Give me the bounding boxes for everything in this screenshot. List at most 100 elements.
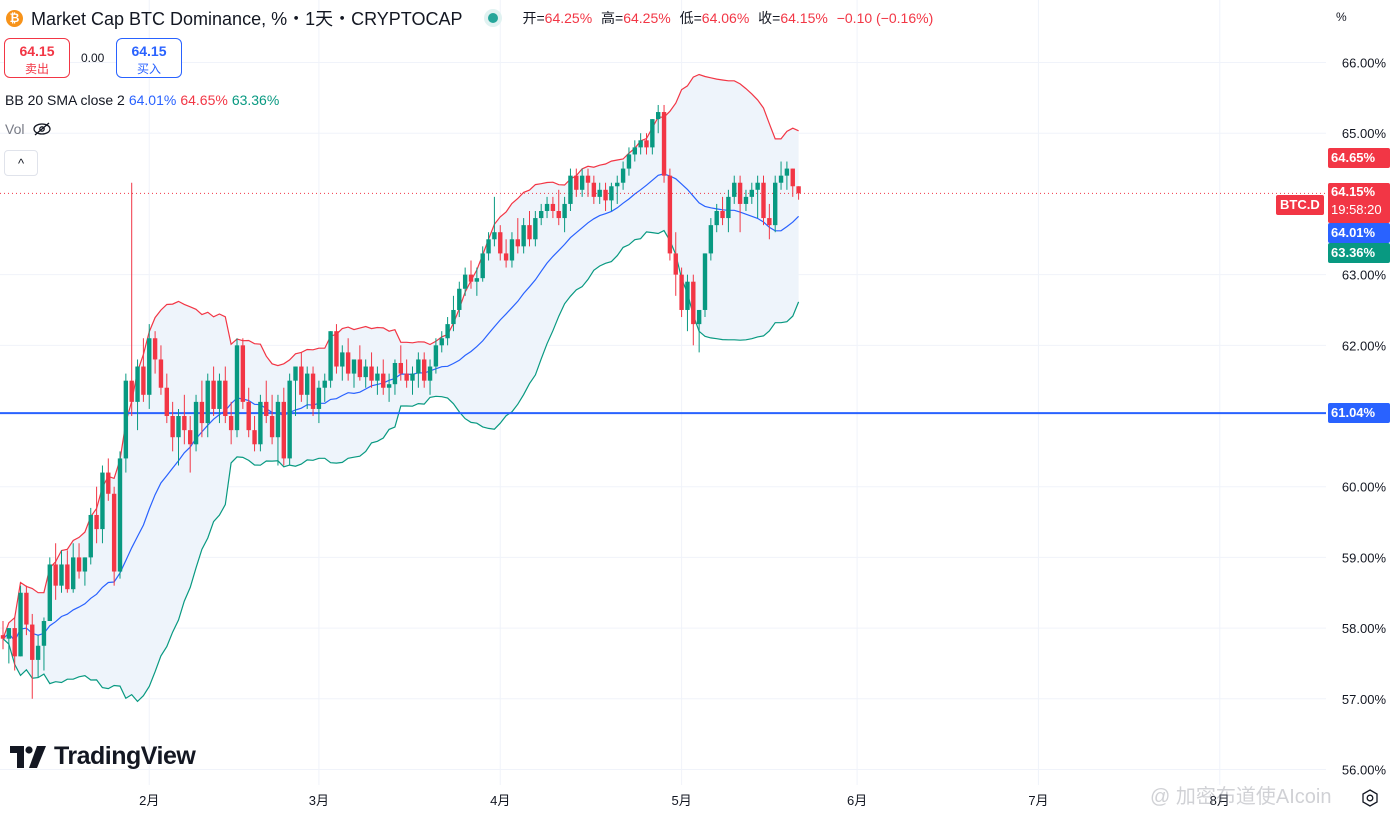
candle: [726, 189, 731, 233]
candle: [217, 373, 222, 424]
candle-body: [498, 232, 503, 254]
candle-body: [568, 175, 573, 204]
candle-body: [562, 203, 567, 219]
candle-body: [351, 359, 357, 374]
symbol-tag: BTC.D: [1276, 195, 1324, 215]
candle-body: [439, 338, 444, 346]
bollinger-legend[interactable]: BB 20 SMA close 2 64.01% 64.65% 63.36%: [5, 92, 279, 108]
candle: [129, 182, 134, 417]
volume-legend[interactable]: Vol: [5, 121, 52, 137]
candle: [761, 175, 766, 226]
candle-body: [281, 401, 286, 459]
candle: [305, 366, 310, 409]
percent-scale-button[interactable]: %: [1336, 10, 1347, 24]
candle-body: [603, 189, 608, 201]
candle-body: [749, 189, 754, 197]
candle: [182, 394, 187, 445]
candle: [404, 359, 409, 388]
candle-body: [223, 380, 228, 417]
candle: [708, 218, 714, 261]
y-tick-label: 66.00%: [1342, 56, 1387, 71]
sell-price: 64.15: [19, 43, 55, 59]
last-price-value: 64.15%: [1331, 184, 1376, 200]
candle-body: [252, 430, 257, 445]
candle-body: [164, 387, 169, 417]
candle-body: [199, 401, 205, 424]
candle: [615, 175, 620, 204]
candle-body: [129, 380, 134, 402]
candle: [533, 211, 538, 247]
candle: [433, 338, 439, 374]
candle: [246, 387, 251, 438]
candle: [445, 317, 450, 346]
candle-body: [357, 359, 363, 378]
eye-hidden-icon[interactable]: [32, 122, 52, 136]
candle-body: [550, 203, 556, 212]
candle-body: [269, 416, 275, 438]
candle-body: [176, 416, 181, 438]
candle: [638, 133, 643, 155]
candle: [106, 458, 111, 501]
sell-button[interactable]: 64.15 卖出: [4, 38, 70, 78]
candle: [737, 175, 743, 233]
candle: [773, 175, 778, 233]
candle: [281, 387, 286, 466]
tradingview-logo-text: TradingView: [54, 742, 196, 770]
candle: [0, 621, 6, 650]
collapse-legend-button[interactable]: ^: [4, 150, 38, 176]
candle: [661, 104, 667, 183]
candle: [498, 225, 503, 261]
candle: [696, 309, 702, 353]
candle: [609, 182, 614, 212]
candle: [188, 416, 193, 473]
candle-body: [106, 472, 111, 494]
symbol-title[interactable]: Market Cap BTC Dominance, %・1天・CRYPTOCAP: [31, 9, 463, 29]
buy-button[interactable]: 64.15 买入: [116, 38, 182, 78]
candle-body: [743, 196, 749, 204]
candle-body: [240, 345, 246, 402]
market-status-icon[interactable]: [488, 13, 499, 23]
symbol-header: ₿ Market Cap BTC Dominance, %・1天・CRYPTOC…: [6, 7, 938, 29]
candle-body: [521, 225, 526, 247]
candle-body: [228, 416, 234, 431]
volume-label: Vol: [5, 121, 25, 137]
candle-body: [726, 196, 731, 219]
candle: [158, 345, 164, 395]
candle: [234, 338, 240, 438]
candle-body: [88, 514, 93, 558]
candle: [369, 352, 374, 388]
candle-body: [515, 239, 520, 247]
candle-body: [761, 182, 766, 219]
bollinger-lower-line: [2, 229, 800, 703]
candle-body: [211, 380, 216, 409]
candle: [82, 557, 88, 586]
x-tick-label: 5月: [671, 793, 691, 808]
candle: [375, 366, 380, 395]
y-tick-label: 60.00%: [1342, 480, 1387, 495]
candle: [193, 394, 199, 452]
candle-body: [650, 119, 655, 148]
candle-body: [398, 362, 403, 374]
candle: [743, 189, 749, 212]
candle: [47, 557, 52, 622]
candle-body: [111, 493, 117, 572]
candle: [656, 104, 661, 134]
candle-body: [147, 338, 152, 395]
change-value: −0.10 (−0.16%): [836, 10, 934, 26]
tradingview-logo[interactable]: TradingView: [10, 742, 196, 771]
candle: [720, 196, 725, 226]
chart-settings-icon[interactable]: [1361, 789, 1379, 812]
candle: [767, 203, 772, 240]
candle-body: [480, 253, 485, 279]
candle-body: [527, 225, 532, 240]
candle: [673, 232, 678, 296]
price-axis: 66.00% 65.00% 63.00% 62.00% 60.00% 59.00% 58.0…: [1342, 56, 1387, 778]
x-tick-label: 4月: [490, 793, 510, 808]
candle-body: [375, 373, 380, 381]
candle-body: [796, 186, 801, 194]
candle: [632, 140, 637, 162]
candle-body: [234, 345, 240, 431]
lower-band-tag: 63.36%: [1328, 243, 1390, 264]
candles: [0, 104, 801, 699]
